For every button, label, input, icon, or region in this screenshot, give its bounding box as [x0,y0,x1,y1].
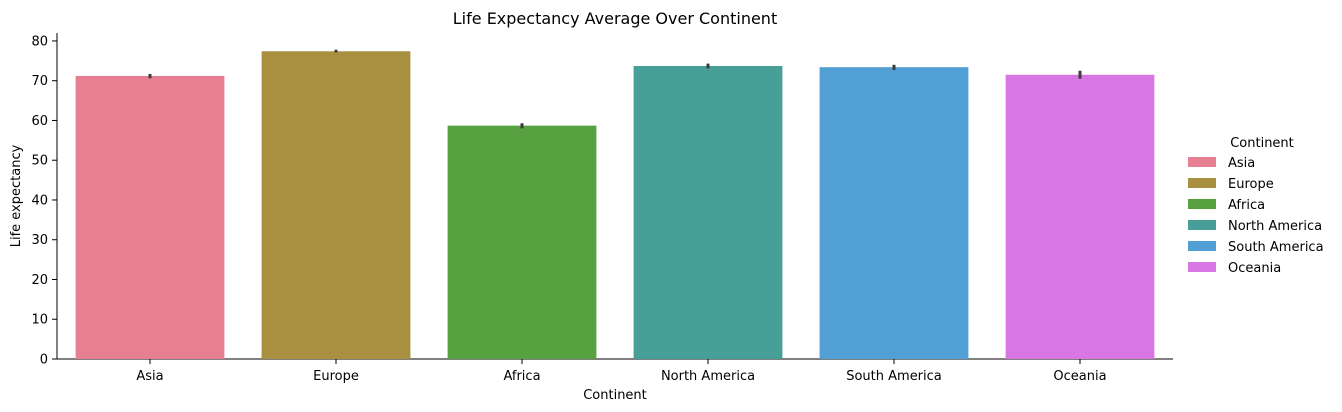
x-axis: Asia Europe Africa North America South Ameri… [57,358,1173,384]
bar-asia [75,75,225,359]
legend-swatch [1188,199,1216,209]
legend-entry-label: Asia [1228,156,1255,171]
y-tick-label: 30 [31,233,48,248]
legend-title: Continent [1230,136,1294,151]
y-tick-label: 0 [40,353,48,368]
x-tick-label: Africa [503,369,540,384]
y-tick-label: 60 [31,114,48,129]
x-tick-label: Oceania [1053,369,1106,384]
legend-swatch [1188,241,1216,251]
legend-swatch [1188,178,1216,188]
x-axis-label: Continent [583,388,647,403]
legend-swatch [1188,220,1216,230]
legend-swatch [1188,157,1216,167]
y-axis-label: Life expectancy [9,144,24,247]
y-axis: 0 10 20 30 40 50 60 70 80 [31,33,58,368]
x-tick-label: South America [846,369,942,384]
y-tick-label: 50 [31,154,48,169]
legend-entry-label: Oceania [1228,261,1281,276]
error-bars-group [148,49,1082,129]
x-tick-label: Asia [136,369,163,384]
bars-group [75,51,1155,360]
y-tick-label: 70 [31,74,48,89]
y-tick-label: 40 [31,193,48,208]
legend-entry-label: South America [1228,240,1324,255]
bar-europe [261,51,411,359]
x-tick-label: North America [661,369,755,384]
bar-north-america [633,65,783,359]
chart-title: Life Expectancy Average Over Continent [453,9,777,28]
bar-south-america [819,67,969,359]
bar-africa [447,125,597,359]
y-tick-label: 20 [31,273,48,288]
legend-entry-label: Africa [1228,198,1265,213]
legend-swatch [1188,262,1216,272]
legend-entry-label: Europe [1228,177,1274,192]
legend: Continent Asia Europe Africa North America S… [1188,136,1324,276]
x-tick-label: Europe [313,369,359,384]
bar-oceania [1005,74,1155,360]
y-tick-label: 10 [31,313,48,328]
legend-entry-label: North America [1228,219,1322,234]
y-tick-label: 80 [31,34,48,49]
